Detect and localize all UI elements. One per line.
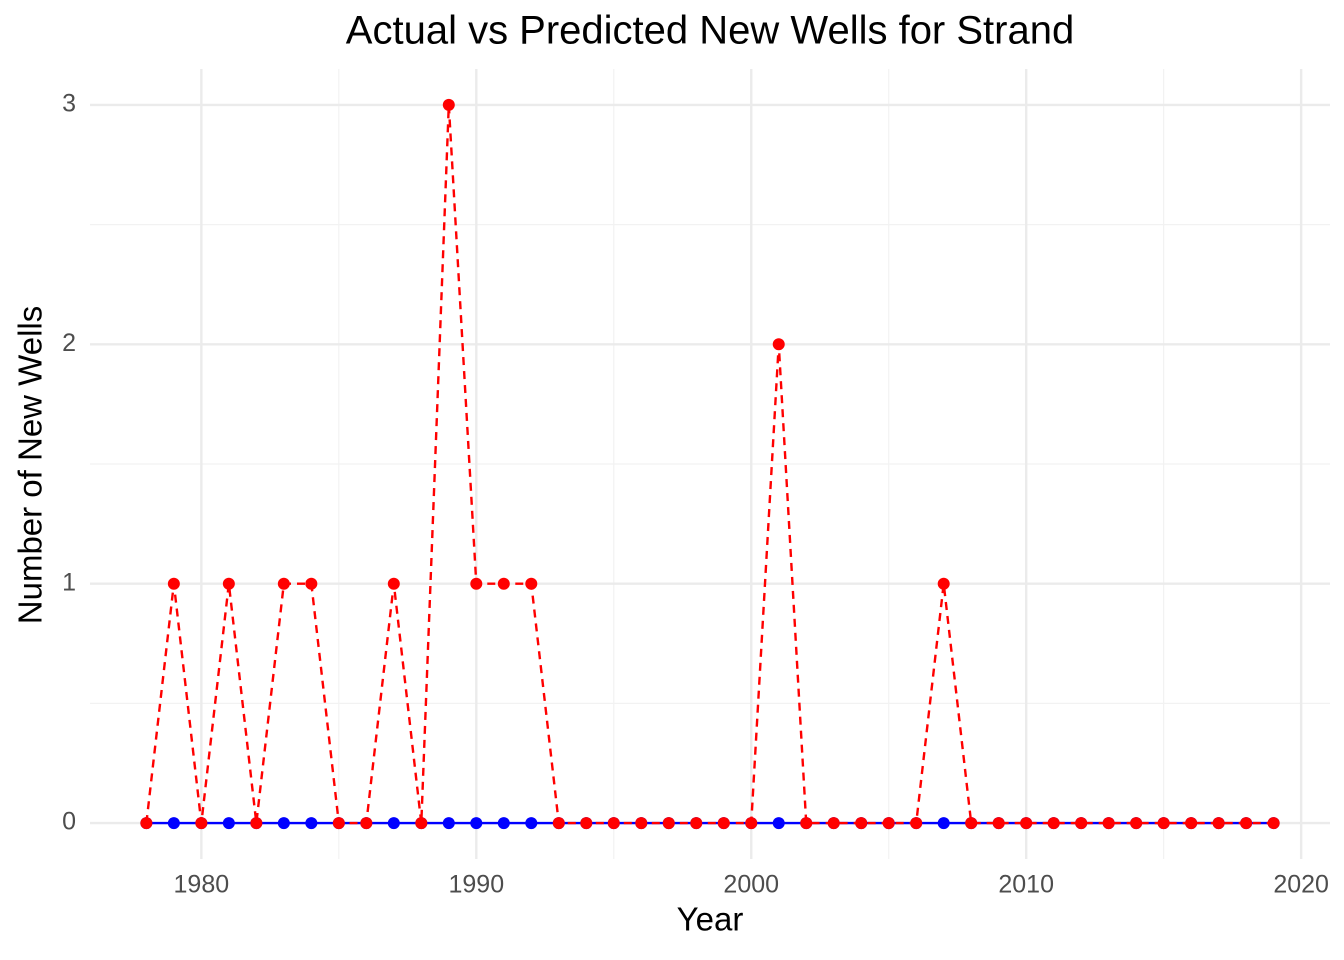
series-point [277,577,290,590]
series-point [167,577,180,590]
series-point [305,577,318,590]
series-point [717,817,730,830]
series-point [442,98,455,111]
series-point [580,817,593,830]
series-point [1102,817,1115,830]
series-point [332,817,345,830]
chart-title: Actual vs Predicted New Wells for Strand [346,9,1074,53]
series-point [552,817,565,830]
series-point [222,577,235,590]
series-point [1020,817,1033,830]
series-point [1185,817,1198,830]
x-tick-label: 1990 [448,871,504,899]
x-tick-label: 2020 [1273,871,1329,899]
series-point [1075,817,1088,830]
series-point [387,817,400,830]
x-axis-label: Year [677,901,744,938]
x-tick-label: 2010 [998,871,1054,899]
series-point [470,817,483,830]
series-point [1130,817,1143,830]
series-point [497,817,510,830]
series-point [965,817,978,830]
series-point [222,817,235,830]
series-point [250,817,263,830]
series-point [772,817,785,830]
series-point [360,817,373,830]
series-point [607,817,620,830]
y-tick-label: 1 [62,568,76,596]
series-point [662,817,675,830]
series-point [937,577,950,590]
series-point [910,817,923,830]
series-point [992,817,1005,830]
y-tick-label: 0 [62,808,76,836]
series-point [387,577,400,590]
series-point [167,817,180,830]
series-point [305,817,318,830]
x-tick-label: 2000 [723,871,779,899]
series-point [800,817,813,830]
series-point [1240,817,1253,830]
series-point [827,817,840,830]
series-point [277,817,290,830]
series-point [442,817,455,830]
x-tick-label: 1980 [174,871,230,899]
series-point [1157,817,1170,830]
series-point [937,817,950,830]
series-point [1267,817,1280,830]
series-point [635,817,648,830]
series-point [882,817,895,830]
y-axis-label: Number of New Wells [12,306,49,624]
series-point [470,577,483,590]
series-point [525,577,538,590]
y-tick-label: 3 [62,90,76,118]
series-point [525,817,538,830]
series-point [690,817,703,830]
series-point [1212,817,1225,830]
series-point [415,817,428,830]
series-point [772,338,785,351]
series-point [745,817,758,830]
series-point [140,817,153,830]
series-point [855,817,868,830]
series-point [1047,817,1060,830]
series-point [497,577,510,590]
series-point [195,817,208,830]
y-tick-label: 2 [62,329,76,357]
